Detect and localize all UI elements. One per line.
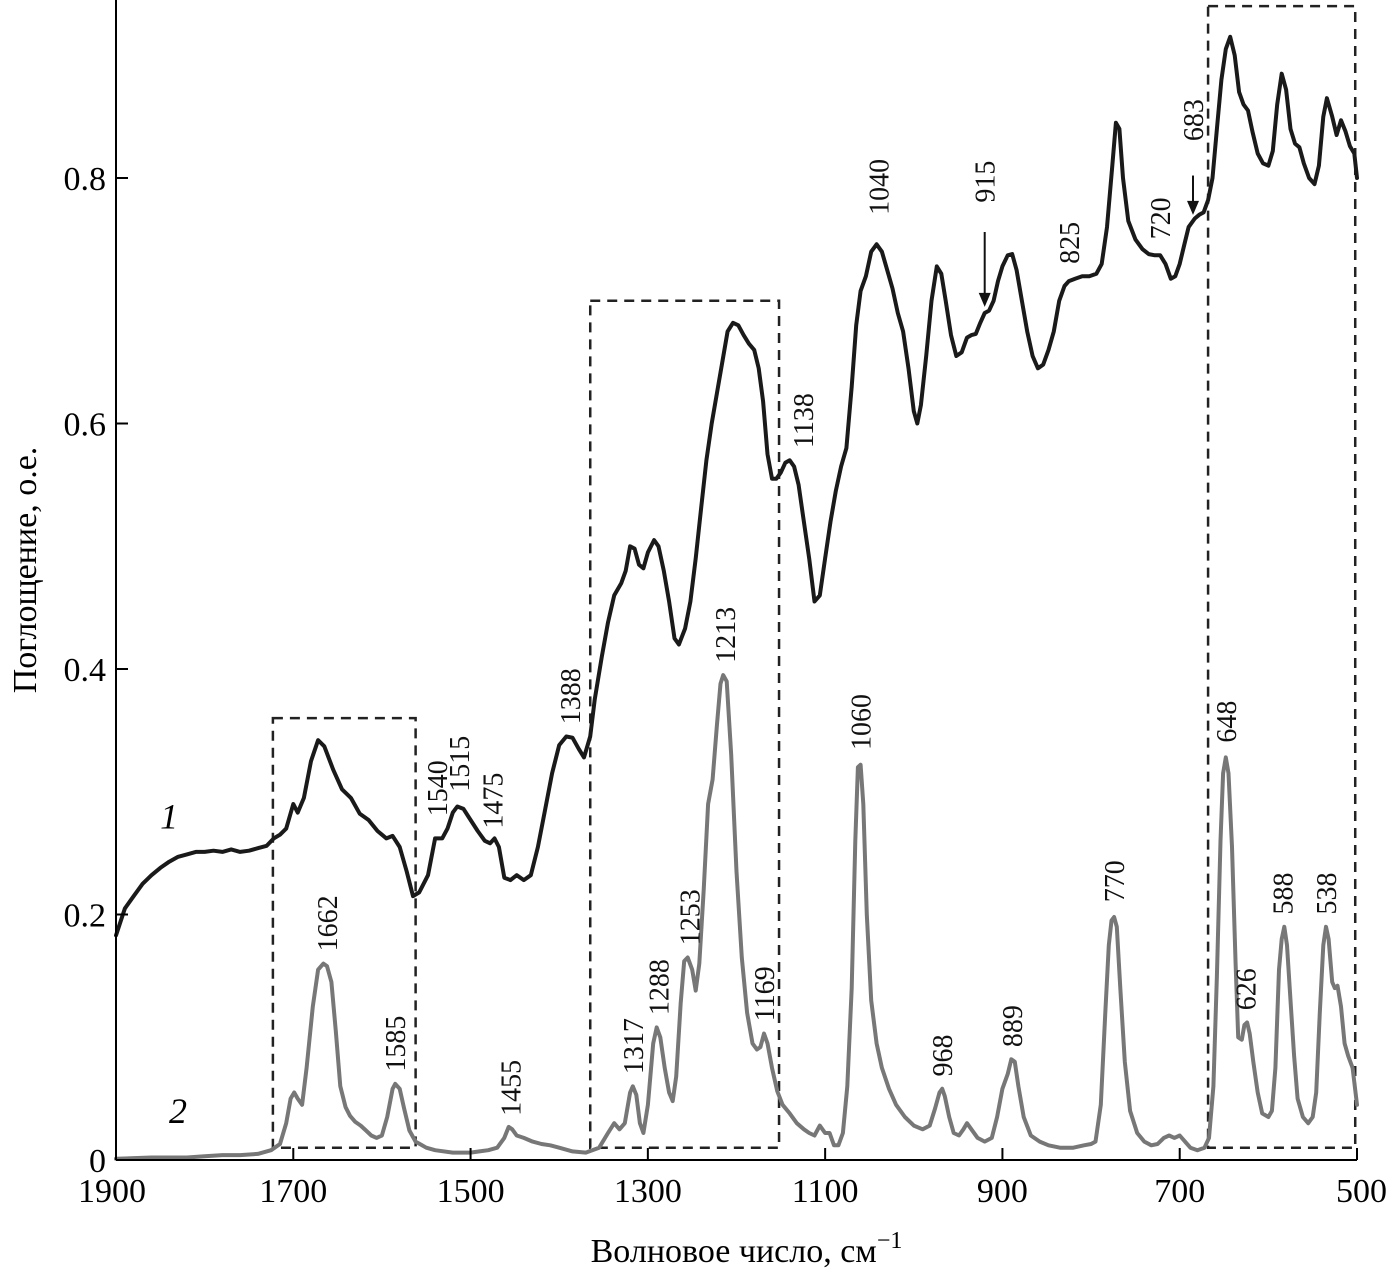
peak-label: 1388 bbox=[556, 668, 587, 724]
peak-label: 825 bbox=[1055, 222, 1086, 264]
peak-label: 1540 bbox=[423, 760, 454, 816]
peak-label: 1040 bbox=[864, 159, 895, 215]
x-tick-label: 1900 bbox=[78, 1173, 146, 1210]
peak-label: 1515 bbox=[445, 736, 476, 792]
peak-label: 648 bbox=[1212, 701, 1243, 743]
y-axis-title: Поглощение, о.е. bbox=[7, 447, 44, 694]
x-tick-label: 500 bbox=[1336, 1173, 1386, 1210]
arrow-annotations: 915 683 bbox=[971, 99, 1210, 307]
y-tick-label: 0.4 bbox=[64, 652, 107, 689]
peak-label: 1288 bbox=[644, 959, 675, 1015]
peak-label: 1662 bbox=[313, 895, 344, 951]
peak-label: 1060 bbox=[847, 694, 878, 750]
peak-label: 720 bbox=[1146, 197, 1177, 239]
peak-label: 1455 bbox=[496, 1060, 527, 1116]
x-tick-label: 1500 bbox=[437, 1173, 505, 1210]
dashed-region-boxes bbox=[271, 4, 1357, 1149]
peak-label: 1169 bbox=[750, 966, 781, 1021]
x-tick-label: 900 bbox=[977, 1173, 1028, 1210]
arrow-head bbox=[1187, 200, 1200, 215]
spectrum-curve-2 bbox=[114, 673, 1359, 1161]
y-tick-label: 0.2 bbox=[64, 898, 107, 935]
peak-label: 889 bbox=[998, 1005, 1029, 1047]
peak-label: 968 bbox=[928, 1035, 959, 1077]
curve-id-label: 1 bbox=[160, 797, 178, 837]
peak-label: 770 bbox=[1100, 860, 1131, 902]
peak-label: 588 bbox=[1269, 873, 1300, 915]
y-tick-label: 0.8 bbox=[64, 161, 107, 198]
peak-label: 538 bbox=[1312, 873, 1343, 915]
y-axis-ticks: 0 0.2 0.4 0.6 0.8 bbox=[64, 161, 128, 1180]
y-tick-label: 0.6 bbox=[64, 407, 107, 444]
x-tick-label: 1300 bbox=[614, 1173, 682, 1210]
dashed-region-box bbox=[1206, 4, 1357, 1149]
dashed-region-box bbox=[588, 299, 781, 1149]
peak-label: 1317 bbox=[619, 1018, 650, 1074]
y-tick-label: 0 bbox=[89, 1143, 106, 1180]
x-axis-title-superscript: −1 bbox=[877, 1228, 903, 1254]
x-axis-title-text: Волновое число, см bbox=[591, 1233, 877, 1270]
dashed-region-box bbox=[271, 716, 417, 1149]
axes bbox=[115, 0, 1357, 1161]
arrow-peak-label: 683 bbox=[1179, 99, 1210, 141]
curve-id-labels: 12 bbox=[160, 797, 187, 1132]
x-axis-ticks: 1900 1700 1500 1300 1100 900 700 500 bbox=[78, 1148, 1386, 1210]
curve-id-label: 2 bbox=[169, 1091, 187, 1131]
peak-label: 1138 bbox=[789, 393, 820, 448]
spectrum-curves bbox=[114, 34, 1359, 1161]
spectrum-curve-1 bbox=[114, 34, 1359, 938]
x-tick-label: 1100 bbox=[792, 1173, 859, 1210]
peak-label: 1475 bbox=[479, 773, 510, 829]
arrow-peak-label: 915 bbox=[971, 161, 1002, 203]
x-tick-label: 700 bbox=[1154, 1173, 1205, 1210]
x-axis-title: Волновое число, см−1 bbox=[591, 1228, 903, 1270]
peak-label: 1213 bbox=[711, 607, 742, 663]
peak-label: 626 bbox=[1231, 968, 1262, 1010]
peak-label: 1585 bbox=[381, 1016, 412, 1072]
x-tick-label: 1700 bbox=[259, 1173, 327, 1210]
peak-label: 1253 bbox=[676, 889, 707, 945]
arrow-head bbox=[978, 292, 991, 307]
